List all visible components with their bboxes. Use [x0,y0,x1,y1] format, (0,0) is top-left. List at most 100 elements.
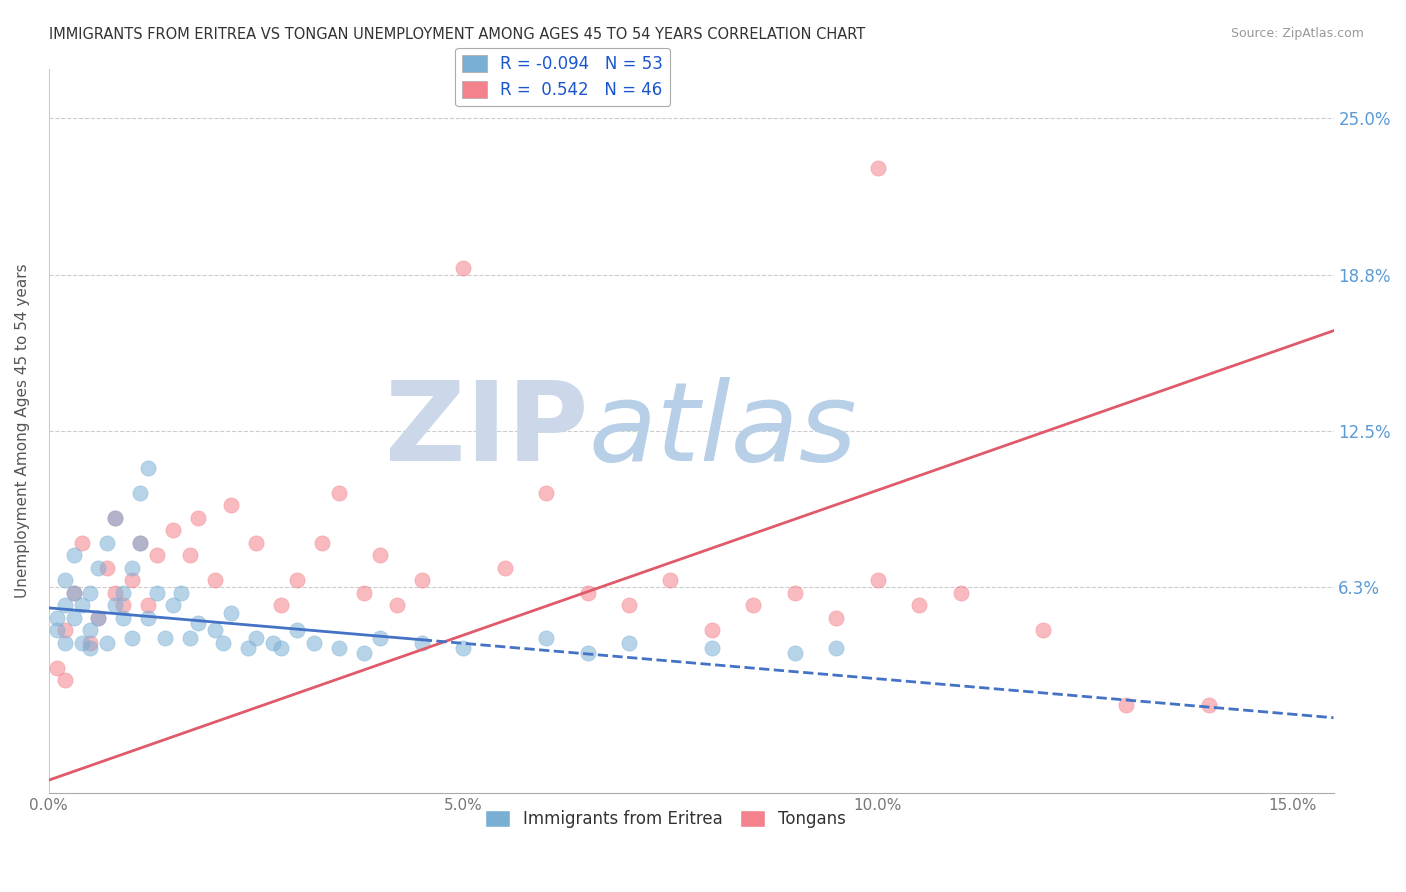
Point [79,624,101,638]
Point [170,586,193,600]
Point [96,536,118,550]
Point [866,161,889,176]
Point [353,586,375,600]
Point [262,636,284,650]
Point [179,631,201,645]
Point [245,536,267,550]
Point [1115,698,1137,713]
Point [104,599,127,613]
Point [87,611,110,625]
Point [204,624,226,638]
Point [328,486,350,500]
Point [70,636,93,650]
Point [659,574,682,588]
Point [136,611,159,625]
Point [825,640,848,655]
Point [617,636,640,650]
Text: atlas: atlas [588,377,858,484]
Point [187,615,209,630]
Text: ZIP: ZIP [385,377,588,484]
Legend: Immigrants from Eritrea, Tongans: Immigrants from Eritrea, Tongans [478,804,852,835]
Point [53,636,76,650]
Point [236,640,259,655]
Point [576,586,599,600]
Point [451,261,474,276]
Point [53,624,76,638]
Point [700,624,723,638]
Point [311,536,333,550]
Point [451,640,474,655]
Point [494,561,516,575]
Point [534,486,557,500]
Point [112,586,135,600]
Point [53,574,76,588]
Point [534,631,557,645]
Text: IMMIGRANTS FROM ERITREA VS TONGAN UNEMPLOYMENT AMONG AGES 45 TO 54 YEARS CORRELA: IMMIGRANTS FROM ERITREA VS TONGAN UNEMPL… [49,27,866,42]
Point [411,574,433,588]
Point [70,599,93,613]
Point [104,511,127,525]
Point [1198,698,1220,713]
Point [121,631,143,645]
Point [617,599,640,613]
Point [112,599,135,613]
Point [162,524,184,538]
Point [79,636,101,650]
Point [825,611,848,625]
Point [187,511,209,525]
Point [368,549,391,563]
Point [136,461,159,475]
Point [700,640,723,655]
Point [742,599,765,613]
Point [62,611,84,625]
Point [270,640,292,655]
Point [129,486,152,500]
Point [411,636,433,650]
Point [219,499,242,513]
Point [53,673,76,688]
Point [145,549,167,563]
Point [129,536,152,550]
Point [908,599,931,613]
Point [136,599,159,613]
Point [287,574,309,588]
Point [783,586,806,600]
Point [87,561,110,575]
Point [46,624,69,638]
Point [385,599,408,613]
Point [287,624,309,638]
Point [79,586,101,600]
Point [104,586,127,600]
Point [576,646,599,660]
Point [121,561,143,575]
Point [1032,624,1054,638]
Point [104,511,127,525]
Point [62,586,84,600]
Point [121,574,143,588]
Point [112,611,135,625]
Point [245,631,267,645]
Y-axis label: Unemployment Among Ages 45 to 54 years: Unemployment Among Ages 45 to 54 years [15,263,30,598]
Point [179,549,201,563]
Point [368,631,391,645]
Point [353,646,375,660]
Point [62,549,84,563]
Point [46,661,69,675]
Point [62,586,84,600]
Point [153,631,176,645]
Text: Source: ZipAtlas.com: Source: ZipAtlas.com [1230,27,1364,40]
Point [96,636,118,650]
Point [162,599,184,613]
Point [866,574,889,588]
Point [145,586,167,600]
Point [129,536,152,550]
Point [46,611,69,625]
Point [270,599,292,613]
Point [783,646,806,660]
Point [949,586,972,600]
Point [328,640,350,655]
Point [219,606,242,620]
Point [87,611,110,625]
Point [96,561,118,575]
Point [204,574,226,588]
